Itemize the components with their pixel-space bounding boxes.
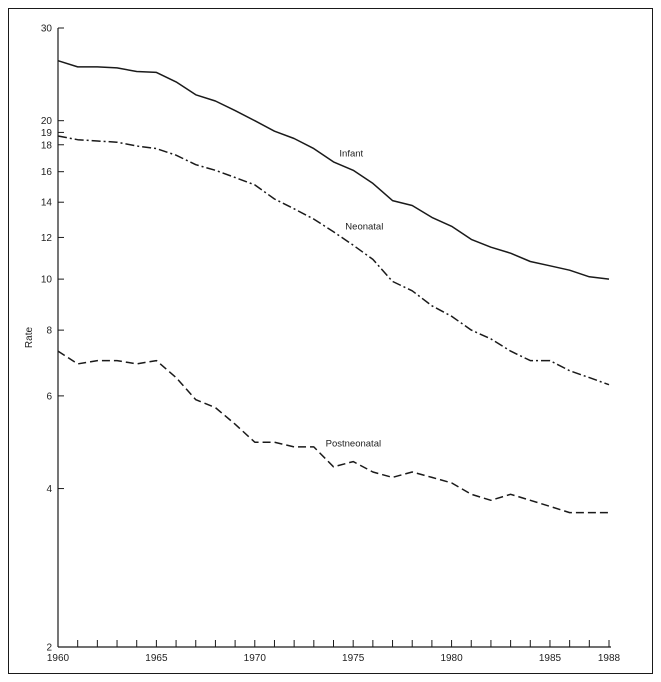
x-tick-label: 1988 xyxy=(598,653,621,664)
y-tick-label: 18 xyxy=(41,140,53,151)
y-tick-label: 30 xyxy=(41,24,53,35)
series-label-postneonatal: Postneonatal xyxy=(326,439,381,450)
y-tick-label: 2 xyxy=(46,643,52,654)
y-tick-label: 19 xyxy=(41,128,53,139)
series-group: Infant Neonatal Postneonatal xyxy=(57,59,610,514)
series-line-neonatal xyxy=(57,135,610,386)
figure-border xyxy=(8,8,653,674)
y-tick-label: 12 xyxy=(41,233,53,244)
series-label-neonatal: Neonatal xyxy=(345,222,383,233)
y-tick-label: 8 xyxy=(46,326,52,337)
x-tick-label: 1985 xyxy=(539,653,562,664)
series-line-postneonatal xyxy=(57,350,609,514)
x-tick-label: 1970 xyxy=(244,653,267,664)
y-tick-label: 10 xyxy=(41,275,53,286)
series-line-infant xyxy=(57,59,610,280)
x-tick-label: 1965 xyxy=(145,653,168,664)
y-tick-label: 20 xyxy=(41,116,53,127)
series-label-infant: Infant xyxy=(339,148,363,159)
y-tick-label: 6 xyxy=(46,391,52,402)
x-axis: 1960 1965 1970 1975 1980 1985 1988 xyxy=(47,640,621,664)
y-tick-label: 4 xyxy=(46,484,52,495)
y-axis-label: Rate xyxy=(24,327,35,349)
y-tick-label: 14 xyxy=(41,198,53,209)
chart-frame: 2 4 6 8 10 12 14 16 18 19 20 30 1960 1965 1970 1975 198… xyxy=(8,8,653,674)
x-tick-label: 1975 xyxy=(342,653,365,664)
x-tick-label: 1960 xyxy=(47,653,70,664)
y-tick-label: 16 xyxy=(41,167,53,178)
x-tick-label: 1980 xyxy=(440,653,463,664)
